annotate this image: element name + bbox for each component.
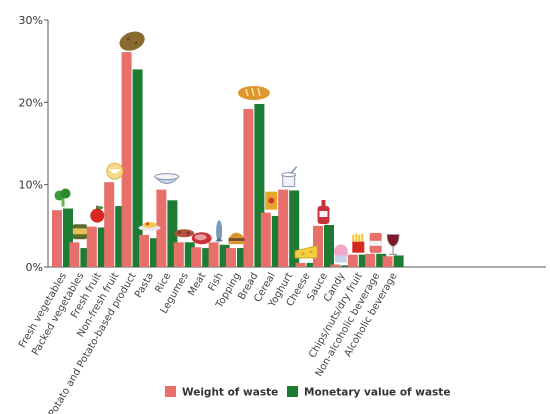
bar-weight-of-waste-non-alcoholic-beverage — [365, 253, 376, 267]
legend-swatch-weight-of-waste — [165, 386, 176, 397]
canned-fruit-icon — [106, 162, 124, 180]
bar-weight-of-waste-yoghurt — [278, 189, 289, 267]
y-tick-label: 30% — [19, 14, 43, 27]
bar-weight-of-waste-legumes — [173, 242, 184, 267]
y-tick-label: 10% — [19, 179, 43, 192]
bar-weight-of-waste-sauce — [313, 225, 323, 267]
bar-monetary-value-of-waste-rice — [167, 200, 178, 267]
y-tick-label: 0% — [26, 261, 43, 274]
rice-bowl-icon — [153, 173, 180, 185]
bar-monetary-value-of-waste-yoghurt — [289, 190, 300, 267]
y-axis-ticks: 0% 10% 20% 30% — [19, 14, 48, 274]
legumes-icon — [174, 229, 195, 238]
bar-weight-of-waste-rice — [156, 189, 167, 267]
y-tick-label: 20% — [19, 96, 43, 109]
bar-weight-of-waste-cereal — [260, 212, 271, 267]
yoghurt-icon — [281, 166, 298, 188]
meat-icon — [191, 232, 212, 245]
cheese-icon — [294, 245, 318, 259]
bar-weight-of-waste-cheese — [295, 262, 306, 267]
apple-icon — [90, 205, 105, 223]
bread-icon — [237, 85, 270, 100]
bar-monetary-value-of-waste-candy — [341, 265, 352, 267]
bar-monetary-value-of-waste-fresh-fruit — [97, 227, 108, 267]
bar-monetary-value-of-waste-fresh-vegetables — [63, 208, 73, 267]
category-label: Meat — [186, 271, 208, 298]
bar-monetary-value-of-waste-potato-and-potato-based-product — [132, 69, 143, 268]
fries-icon — [352, 233, 365, 253]
wine-glass-icon — [386, 234, 400, 256]
bar-monetary-value-of-waste-topping — [237, 248, 247, 267]
bar-weight-of-waste-fresh-vegetables — [52, 210, 62, 267]
broccoli-icon — [54, 188, 71, 207]
bar-weight-of-waste-fish — [208, 242, 219, 267]
bar-monetary-value-of-waste-chips-nuts-dry-fruit — [358, 254, 369, 267]
bar-monetary-value-of-waste-packed-vegetables — [80, 248, 91, 267]
bars — [52, 52, 404, 268]
bar-monetary-value-of-waste-pasta — [150, 238, 160, 267]
soda-can-icon — [369, 232, 382, 253]
bar-monetary-value-of-waste-bread — [254, 103, 265, 267]
category-icons — [54, 31, 400, 263]
cereal-box-icon — [265, 191, 278, 210]
bar-weight-of-waste-candy — [330, 264, 341, 267]
bar-monetary-value-of-waste-fish — [219, 244, 230, 267]
bar-monetary-value-of-waste-sauce — [324, 225, 334, 267]
bar-monetary-value-of-waste-legumes — [184, 242, 195, 267]
bar-weight-of-waste-potato-and-potato-based-product — [121, 52, 132, 267]
bar-monetary-value-of-waste-alcoholic-beverage — [393, 255, 404, 267]
bar-monetary-value-of-waste-non-alcoholic-beverage — [376, 253, 387, 267]
bar-weight-of-waste-topping — [226, 248, 236, 267]
pasta-plate-icon — [138, 221, 161, 231]
potato-icon — [119, 31, 145, 51]
candy-icon — [333, 244, 348, 263]
bar-weight-of-waste-fresh-fruit — [86, 226, 97, 267]
bar-monetary-value-of-waste-non-fresh-fruit — [115, 206, 126, 267]
sauce-bottle-icon — [317, 200, 330, 225]
bar-monetary-value-of-waste-meat — [202, 248, 213, 267]
legend-label-monetary-value-of-waste: Monetary value of waste — [304, 387, 450, 399]
canned-vegetables-icon — [72, 224, 87, 240]
bar-monetary-value-of-waste-cereal — [271, 215, 282, 267]
bar-weight-of-waste-chips-nuts-dry-fruit — [347, 254, 358, 267]
legend-label-weight-of-waste: Weight of waste — [182, 387, 278, 399]
legend-swatch-monetary-value-of-waste — [287, 386, 298, 397]
bar-weight-of-waste-bread — [243, 108, 254, 267]
bar-monetary-value-of-waste-cheese — [306, 262, 317, 267]
burger-topping-icon — [228, 232, 245, 245]
fish-icon — [215, 220, 224, 243]
bar-weight-of-waste-non-fresh-fruit — [104, 182, 115, 267]
bar-weight-of-waste-packed-vegetables — [69, 242, 80, 267]
bar-weight-of-waste-alcoholic-beverage — [382, 256, 393, 267]
legend: Weight of waste Monetary value of waste — [165, 386, 450, 399]
bar-weight-of-waste-meat — [191, 247, 202, 267]
bar-weight-of-waste-pasta — [139, 234, 149, 267]
